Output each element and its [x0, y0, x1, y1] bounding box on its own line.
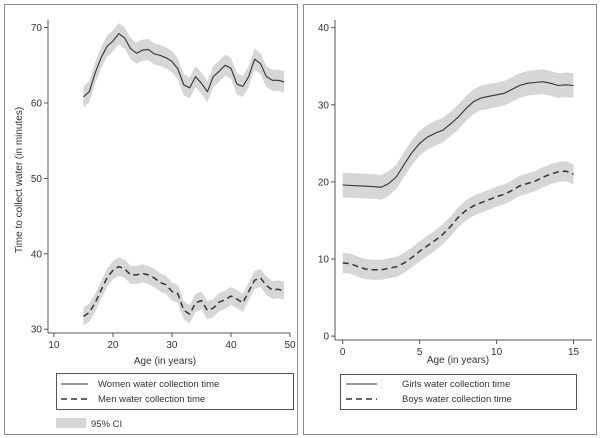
left-series-lines	[82, 33, 285, 318]
right-x-tick-label-5: 5	[417, 347, 423, 358]
right-series-line-boys	[342, 170, 574, 271]
legend-men-label: Men water collection time	[98, 394, 205, 405]
left-x-tick-label-20: 20	[107, 340, 119, 351]
right-series-line-girls	[342, 81, 574, 188]
left-y-tick-label-70: 70	[31, 23, 43, 34]
right-x-ticks: 0 5 10 15	[340, 340, 580, 358]
legend-ci-label: 95% CI	[91, 419, 122, 430]
left-y-tick-label-40: 40	[31, 249, 43, 260]
right-y-tick-label-40: 40	[318, 23, 330, 34]
left-x-ticks: 10 20 30 40 50	[48, 333, 296, 351]
left-y-tick-label-30: 30	[31, 325, 43, 336]
left-y-tick-label-50: 50	[31, 174, 43, 185]
right-x-axis-title: Age (in years)	[427, 355, 489, 366]
left-x-axis-title: Age (in years)	[134, 356, 196, 367]
legend-women-label: Women water collection time	[98, 379, 219, 390]
right-x-tick-label-15: 15	[568, 347, 580, 358]
left-chart: 10 20 30 40 50 30 40 50 60 70 Age (in years) Tim…	[14, 20, 296, 367]
right-y-ticks: 0 10 20 30 40	[318, 23, 335, 343]
right-legend-box	[340, 374, 577, 410]
right-y-tick-label-0: 0	[323, 332, 329, 343]
left-x-tick-label-50: 50	[284, 340, 296, 351]
right-x-tick-label-0: 0	[340, 347, 346, 358]
legend-ci-swatch	[56, 418, 86, 428]
left-x-tick-label-10: 10	[48, 340, 60, 351]
right-x-tick-label-10: 10	[491, 347, 503, 358]
left-legend-box	[56, 373, 294, 410]
right-series-lines	[342, 81, 574, 271]
left-y-ticks: 30 40 50 60 70	[31, 23, 48, 336]
right-ci-band-boys	[342, 161, 574, 280]
left-x-tick-label-40: 40	[225, 340, 237, 351]
right-ci-band-girls	[342, 69, 574, 200]
left-series-line-women	[83, 33, 285, 98]
left-x-tick-label-30: 30	[166, 340, 178, 351]
legend-girls-label: Girls water collection time	[402, 379, 510, 390]
left-series-line-men	[82, 265, 285, 318]
legend-boys-label: Boys water collection time	[402, 394, 512, 405]
left-y-axis-title: Time to collect water (in minutes)	[14, 107, 25, 253]
left-y-tick-label-60: 60	[31, 98, 43, 109]
right-chart: 0 5 10 15 0 10 20 30 40 Age (in years)	[318, 20, 592, 366]
right-y-tick-label-10: 10	[318, 255, 330, 266]
right-ci-bands	[342, 69, 574, 280]
left-ci-band-women	[83, 23, 285, 108]
right-y-tick-label-20: 20	[318, 177, 330, 188]
right-y-tick-label-30: 30	[318, 100, 330, 111]
